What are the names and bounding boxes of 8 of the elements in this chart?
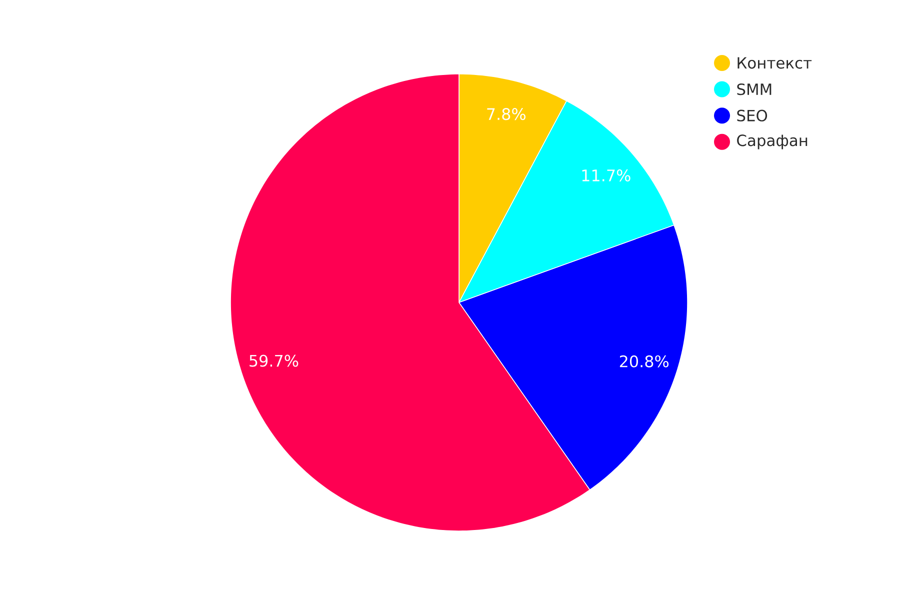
legend-label: Сарафан bbox=[737, 134, 808, 150]
legend-label: Контекст bbox=[738, 57, 812, 69]
data-label: 11.7% bbox=[582, 169, 630, 182]
data-label: 7.8% bbox=[487, 108, 526, 120]
legend-label: SEO bbox=[737, 110, 768, 122]
legend-label: SMM bbox=[737, 83, 772, 96]
data-label: 59.7% bbox=[250, 354, 298, 367]
data-label: 20.8% bbox=[620, 355, 669, 368]
